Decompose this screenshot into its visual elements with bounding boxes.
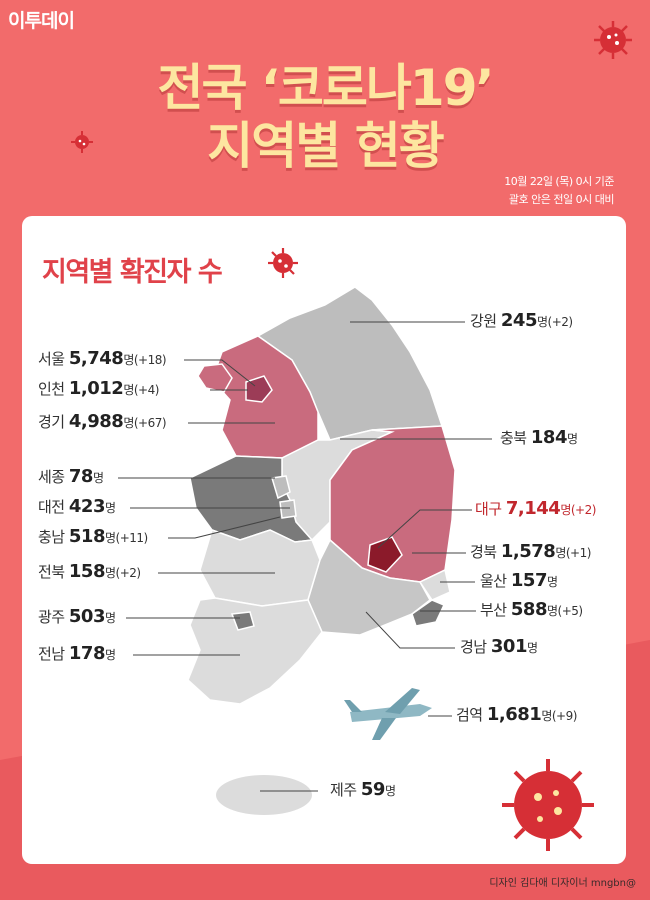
label-ulsan: 울산 157명 [480,570,558,591]
label-busan: 부산 588명(+5) [480,599,583,620]
airplane-icon [344,688,432,740]
label-gwangju: 광주 503명 [38,606,116,627]
label-gyeonggi: 경기 4,988명(+67) [38,411,167,432]
label-jeonbuk: 전북 158명(+2) [38,561,141,582]
virus-icon [71,131,93,153]
region-daejeon [279,499,297,519]
region-gwangju [230,611,255,631]
label-seoul: 서울 5,748명(+18) [38,348,167,369]
region-ulsan [418,568,451,601]
region-jeju [216,775,312,815]
label-jeju: 제주 59명 [330,779,396,800]
virus-icon [594,21,632,59]
label-daegu: 대구 7,144명(+2) [475,498,596,519]
label-chungnam: 충남 518명(+11) [38,526,148,547]
region-jeonnam [187,597,323,705]
region-busan [411,599,446,627]
delta-note: 괄호 안은 전일 0시 대비 [508,193,615,206]
label-chungbuk: 충북 184명 [500,427,578,448]
label-gyeongnam: 경남 301명 [460,636,538,657]
region-seoul [245,375,273,403]
designer-credit: 디자인 김다애 디자이너 mngbn@ [489,878,636,889]
label-incheon: 인천 1,012명(+4) [38,378,159,399]
page-title-line1: 전국 ‘코로나19’ [157,59,495,117]
brand-logo: 이투데이 [8,10,75,32]
virus-icon [502,759,594,851]
region-sejong [271,475,291,500]
section-title: 지역별 확진자 수 [42,257,223,288]
region-jeonbuk [199,529,321,607]
label-gyeongbuk: 경북 1,578명(+1) [470,541,591,562]
label-daejeon: 대전 423명 [38,496,116,517]
page-title-line2: 지역별 현황 [207,117,444,175]
label-sejong: 세종 78명 [38,466,104,487]
label-gangwon: 강원 245명(+2) [470,310,573,331]
label-quarantine: 검역 1,681명(+9) [456,704,577,725]
virus-icon [268,248,298,278]
date-note: 10월 22일 (목) 0시 기준 [504,175,614,188]
label-jeonnam: 전남 178명 [38,643,116,664]
region-incheon [197,363,233,393]
